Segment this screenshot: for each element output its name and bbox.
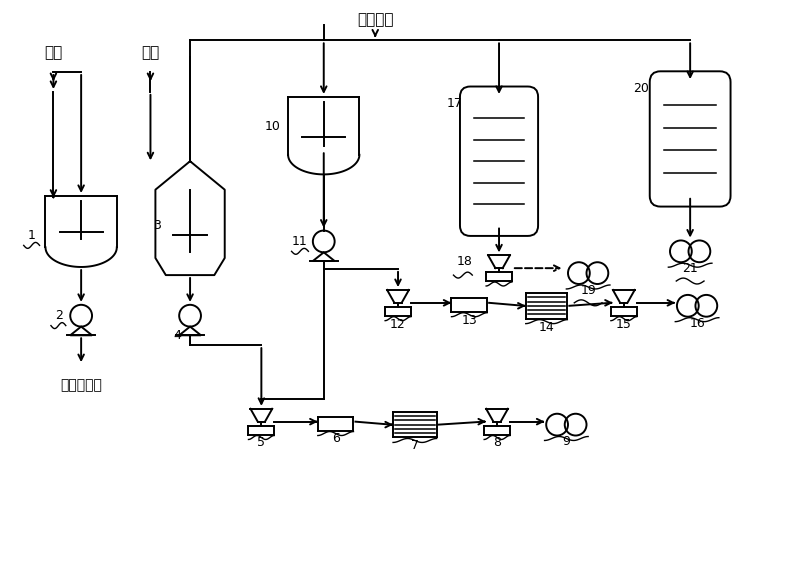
Text: 11: 11 [292, 235, 307, 248]
Text: 2: 2 [55, 309, 62, 322]
Text: 1: 1 [28, 229, 35, 242]
Text: 8: 8 [493, 437, 501, 449]
Text: 16: 16 [690, 316, 705, 329]
Text: 15: 15 [616, 317, 632, 331]
Text: 盐酸: 盐酸 [142, 45, 159, 60]
Text: 6: 6 [332, 433, 339, 445]
Text: 18: 18 [457, 255, 472, 268]
Text: 20: 20 [633, 82, 649, 95]
Text: 9: 9 [562, 435, 570, 449]
Text: 氪氧化钉: 氪氧化钉 [357, 13, 394, 27]
Text: 3: 3 [154, 219, 162, 232]
Text: 12: 12 [390, 317, 406, 331]
Text: 10: 10 [264, 120, 280, 133]
Text: 另行深加工: 另行深加工 [60, 378, 102, 392]
Text: 鍶渣: 鍶渣 [44, 45, 62, 60]
Text: 21: 21 [682, 262, 698, 275]
Text: 5: 5 [258, 437, 266, 449]
Text: 19: 19 [580, 284, 596, 297]
Text: 17: 17 [446, 97, 462, 110]
Text: 7: 7 [411, 439, 419, 453]
Text: 13: 13 [462, 314, 477, 327]
Text: 4: 4 [174, 329, 181, 342]
Text: 14: 14 [538, 320, 554, 333]
